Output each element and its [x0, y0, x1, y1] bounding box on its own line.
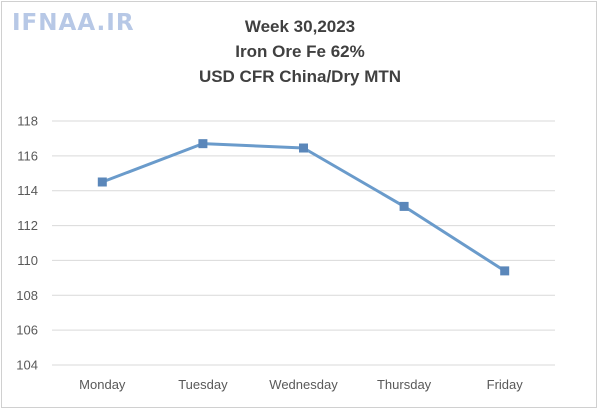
y-tick-label: 110	[17, 253, 38, 268]
data-point-wednesday	[299, 143, 308, 153]
x-tick-label-tuesday: Tuesday	[178, 377, 228, 392]
data-point-thursday	[399, 201, 409, 211]
y-tick-label: 106	[16, 323, 38, 338]
y-tick-label: 108	[16, 288, 38, 303]
chart-title-line-3: USD CFR China/Dry MTN	[198, 67, 402, 86]
watermark-logo: IFNAA.IR	[12, 10, 135, 36]
x-tick-label-thursday: Thursday	[377, 377, 432, 392]
chart-title-line-2: Iron Ore Fe 62%	[235, 42, 365, 61]
y-tick-label: 114	[17, 183, 38, 198]
y-tick-label: 112	[17, 218, 38, 233]
x-tick-label-monday: Monday	[79, 377, 126, 392]
x-tick-label-wednesday: Wednesday	[269, 377, 338, 392]
y-tick-label: 116	[17, 148, 38, 163]
data-point-friday	[500, 266, 510, 276]
y-tick-label: 118	[17, 114, 38, 129]
data-point-monday	[97, 177, 107, 187]
series-line	[100, 142, 507, 273]
y-axis-labels: 104 106 108 110 112 114 116 118	[16, 114, 38, 373]
data-point-tuesday	[198, 139, 208, 149]
x-axis-labels: Monday Tuesday Wednesday Thursday Friday	[79, 377, 523, 392]
series-group	[97, 139, 510, 276]
gridlines	[52, 120, 555, 366]
chart-title-line-1: Week 30,2023	[244, 17, 356, 36]
y-tick-label: 104	[16, 358, 38, 373]
chart-title: Week 30,2023 Iron Ore Fe 62% USD CFR Chi…	[150, 14, 450, 89]
x-tick-label-friday: Friday	[487, 377, 524, 392]
